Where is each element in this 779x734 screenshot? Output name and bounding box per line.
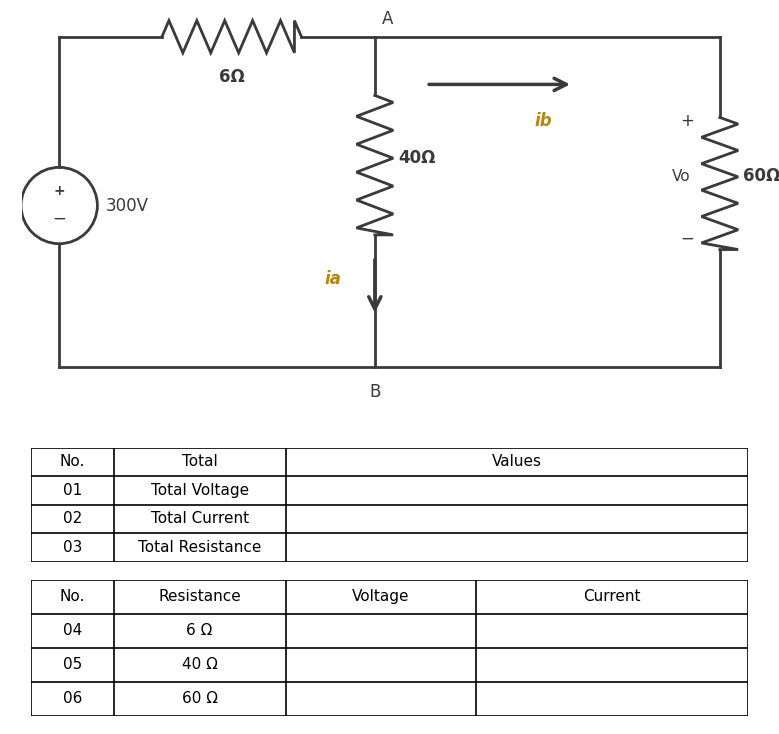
Text: Current: Current <box>583 589 640 604</box>
Text: No.: No. <box>60 589 85 604</box>
Text: Total Resistance: Total Resistance <box>138 539 261 555</box>
Text: −: − <box>680 230 694 247</box>
Text: −: − <box>52 210 66 228</box>
Text: +: + <box>54 184 65 198</box>
Text: 06: 06 <box>62 691 82 706</box>
Text: 300V: 300V <box>106 197 149 214</box>
Text: Total Voltage: Total Voltage <box>150 483 249 498</box>
Text: Resistance: Resistance <box>158 589 241 604</box>
Text: ib: ib <box>535 112 552 131</box>
Text: 60 Ω: 60 Ω <box>182 691 217 706</box>
Text: 03: 03 <box>62 539 82 555</box>
Text: 05: 05 <box>63 657 82 672</box>
Text: 6Ω: 6Ω <box>219 68 245 86</box>
Text: ia: ia <box>325 270 342 288</box>
Text: 02: 02 <box>63 512 82 526</box>
Text: Total: Total <box>182 454 217 470</box>
Text: +: + <box>680 112 694 130</box>
Text: 01: 01 <box>63 483 82 498</box>
Text: 40Ω: 40Ω <box>398 149 435 167</box>
Text: 04: 04 <box>63 623 82 639</box>
Text: 40 Ω: 40 Ω <box>182 657 217 672</box>
Text: A: A <box>382 10 393 28</box>
Text: 6 Ω: 6 Ω <box>186 623 213 639</box>
Text: Total Current: Total Current <box>150 512 249 526</box>
Text: 60Ω: 60Ω <box>743 167 779 185</box>
Text: Values: Values <box>492 454 541 470</box>
Text: B: B <box>369 383 380 401</box>
Text: Vo: Vo <box>672 169 691 184</box>
Text: No.: No. <box>60 454 85 470</box>
Text: Voltage: Voltage <box>352 589 409 604</box>
